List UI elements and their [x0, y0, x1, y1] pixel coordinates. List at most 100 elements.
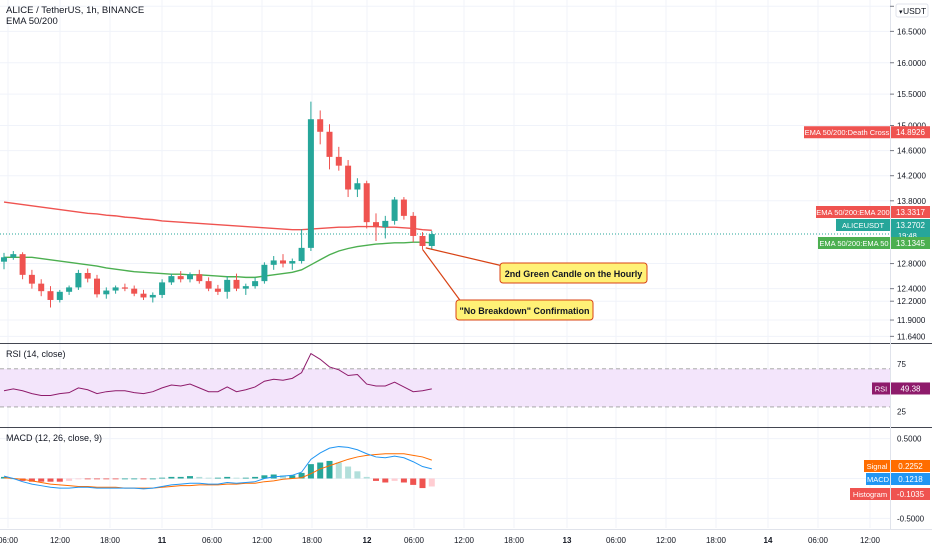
macd-value-label[interactable]: MACD 0.1218	[866, 473, 930, 485]
tag-name-bg	[804, 126, 890, 139]
tag-name-text: RSI	[875, 384, 888, 393]
rsi-value-label[interactable]: RSI 49.38	[872, 382, 930, 395]
ema-200-label[interactable]: EMA 50/200:EMA 200 13.3317	[816, 206, 930, 218]
tag-name-text: EMA 50/200:Death Cross	[805, 128, 890, 137]
tag-value-bg	[891, 237, 930, 249]
tag-name-text: MACD	[867, 475, 890, 484]
candle-up	[382, 220, 389, 228]
y-tick-label: 12.2000	[897, 297, 926, 306]
tag-name-bg	[850, 488, 890, 500]
y-tick-label: 13.8000	[897, 197, 926, 206]
macd-legend[interactable]: MACD (12, 26, close, 9)	[6, 433, 102, 443]
candle-up	[149, 294, 156, 298]
currency-button-label: USDT	[903, 6, 926, 16]
tag-value-bg	[891, 126, 930, 139]
death-cross-label[interactable]: EMA 50/200:Death Cross 14.8926	[804, 126, 930, 139]
x-tick-label: 06:00	[202, 536, 223, 545]
y-tick-label: 75	[897, 360, 906, 369]
candle-down	[280, 260, 286, 264]
candle-up	[187, 274, 193, 280]
candle-down	[131, 288, 138, 294]
tag-name-text: Histogram	[853, 490, 887, 499]
tag-name-bg	[818, 237, 890, 249]
tag-value-text: 13.1345	[896, 239, 925, 248]
macd-histogram-bar	[326, 460, 333, 479]
macd-histogram-bar	[335, 462, 342, 479]
currency-button[interactable]: USDT ▾	[895, 3, 929, 18]
y-tick-label: 16.0000	[897, 59, 926, 68]
macd-histogram-bar	[168, 476, 175, 479]
candle-up	[391, 199, 398, 221]
macd-histogram-bar	[177, 476, 184, 479]
x-tick-label: 12:00	[454, 536, 475, 545]
annotation-callout-lines	[422, 247, 504, 304]
macd-histogram-bar	[28, 478, 35, 482]
macd-histogram-bar	[84, 478, 91, 480]
y-tick-label: 15.0000	[897, 122, 926, 131]
macd-histogram-bar	[419, 478, 426, 489]
ema-50-label[interactable]: EMA 50/200:EMA 50 13.1345	[818, 237, 930, 249]
macd-histogram-bar	[428, 478, 435, 487]
currency-button-bg	[895, 3, 929, 18]
symbol-legend[interactable]: ALICE / TetherUS, 1h, BINANCE	[6, 5, 144, 16]
candle-up	[1, 257, 7, 262]
candle-down	[345, 165, 352, 190]
macd-histogram-bar	[149, 478, 156, 480]
callout-line	[425, 247, 504, 267]
annotation-green-candle[interactable]: 2nd Green Candle on the Hourly	[499, 262, 648, 284]
x-tick-label: 18:00	[302, 536, 323, 545]
macd-signal-line	[3, 453, 432, 489]
candle-up	[261, 264, 268, 282]
annotation-box	[455, 299, 594, 321]
macd-histogram-bar	[224, 476, 231, 479]
candle-down	[410, 215, 417, 236]
candle-down	[205, 281, 212, 289]
annotations[interactable]: 2nd Green Candle on the Hourly "No Break…	[455, 262, 648, 321]
macd-histogram-bar	[410, 478, 417, 485]
candle-up	[10, 254, 17, 258]
tag-name-text: EMA 50/200:EMA 200	[816, 208, 889, 217]
time-axis-ticks[interactable]: 06:00 12:00 18:00 11 06:00 12:00 18:00 12 06:00 1…	[0, 536, 881, 545]
macd-histogram-bar	[233, 477, 240, 479]
macd-histogram-bar	[56, 478, 63, 482]
candle-up	[428, 234, 435, 246]
macd-histogram-bar	[187, 476, 193, 479]
candle-down	[140, 293, 147, 298]
tag-value-text: 13.3317	[896, 208, 925, 217]
candle-up	[289, 261, 296, 264]
candle-down	[94, 278, 100, 295]
signal-value-label[interactable]: Signal 0.2252	[864, 460, 930, 472]
x-tick-label: 12:00	[50, 536, 71, 545]
macd-histogram-bar	[363, 476, 370, 479]
tag-value-text: 13.2702	[896, 221, 925, 230]
ema-legend[interactable]: EMA 50/200	[6, 16, 58, 27]
candle-down	[317, 119, 324, 132]
tag-value-text: 14.8926	[896, 128, 925, 137]
countdown-text: 19:48	[898, 231, 917, 240]
x-tick-label: 06:00	[0, 536, 19, 545]
candle-down	[419, 235, 426, 246]
candles	[1, 101, 435, 308]
candle-down	[326, 131, 333, 157]
candle-down	[84, 272, 91, 279]
x-tick-label: 06:00	[808, 536, 829, 545]
x-tick-label: 06:00	[404, 536, 425, 545]
macd-histogram-bar	[280, 475, 286, 479]
annotation-no-breakdown[interactable]: "No Breakdown" Confirmation	[455, 299, 594, 321]
rsi-legend[interactable]: RSI (14, close)	[6, 349, 66, 359]
tag-name-bg	[872, 382, 890, 395]
macd-histogram-bar	[307, 464, 314, 479]
macd-histogram-bar	[242, 477, 249, 479]
tag-value-bg	[891, 219, 930, 241]
macd-histogram-bar	[47, 478, 54, 482]
histogram-value-label[interactable]: Histogram -0.1035	[850, 488, 930, 500]
y-tick-label: 25	[897, 408, 906, 417]
macd-histogram-bar	[345, 466, 352, 479]
tag-value-text: 0.2252	[898, 462, 923, 471]
ema-50-line	[4, 241, 432, 279]
x-tick-label: 18:00	[100, 536, 121, 545]
x-tick-label: 11	[158, 536, 167, 545]
candle-up	[66, 287, 73, 292]
